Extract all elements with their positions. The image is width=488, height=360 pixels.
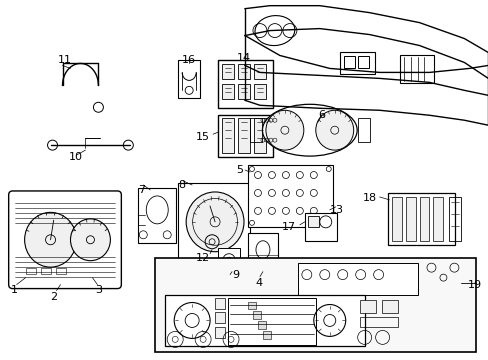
Bar <box>399 55 433 84</box>
FancyBboxPatch shape <box>9 191 121 289</box>
Ellipse shape <box>24 212 76 267</box>
Bar <box>359 318 397 328</box>
Ellipse shape <box>262 104 356 156</box>
Bar <box>178 183 249 263</box>
Text: 14: 14 <box>237 54 251 63</box>
Ellipse shape <box>70 219 110 261</box>
Bar <box>304 213 336 241</box>
Text: 6: 6 <box>317 110 324 120</box>
Text: 17: 17 <box>281 222 295 232</box>
Bar <box>218 248 240 273</box>
Text: 16: 16 <box>182 55 196 66</box>
Bar <box>253 64 265 80</box>
Bar <box>165 294 364 346</box>
Text: 2: 2 <box>50 292 58 302</box>
Bar <box>222 84 234 99</box>
Bar <box>359 300 375 314</box>
Bar <box>249 118 262 142</box>
Text: 3: 3 <box>95 285 102 294</box>
Bar <box>247 165 332 227</box>
Bar <box>253 84 265 99</box>
Text: 5: 5 <box>236 165 243 175</box>
Bar <box>138 188 176 243</box>
Bar <box>178 60 200 98</box>
Bar <box>263 332 270 339</box>
Bar <box>432 197 443 241</box>
Text: 1: 1 <box>11 285 18 294</box>
Bar <box>343 57 354 68</box>
Text: 7: 7 <box>138 185 145 195</box>
Bar <box>405 197 415 241</box>
Bar <box>222 118 234 153</box>
Bar <box>218 60 272 108</box>
Text: 11: 11 <box>58 55 71 66</box>
Bar <box>227 298 315 345</box>
Bar <box>357 57 368 68</box>
Bar <box>215 312 224 323</box>
Bar <box>218 115 272 157</box>
Bar <box>387 193 454 245</box>
Text: 13: 13 <box>329 205 343 215</box>
Ellipse shape <box>186 192 244 252</box>
Text: 8: 8 <box>178 180 185 190</box>
Bar <box>297 263 417 294</box>
Text: 19: 19 <box>467 280 481 289</box>
Bar <box>56 268 65 274</box>
Bar <box>215 298 224 309</box>
Bar <box>247 233 277 271</box>
Bar <box>238 84 249 99</box>
Bar <box>258 321 265 329</box>
Text: 12: 12 <box>196 253 210 263</box>
Ellipse shape <box>315 110 353 150</box>
Bar <box>41 268 50 274</box>
Bar <box>391 197 401 241</box>
Bar <box>25 268 36 274</box>
Text: 15: 15 <box>196 132 210 142</box>
Bar <box>252 311 261 319</box>
Bar <box>247 302 255 310</box>
Bar <box>381 300 397 314</box>
Bar <box>222 64 234 80</box>
Bar <box>357 118 369 142</box>
Bar <box>155 258 475 352</box>
Bar <box>238 118 249 153</box>
Bar <box>307 216 318 227</box>
Bar <box>253 118 265 153</box>
Text: 18: 18 <box>362 193 376 203</box>
Bar <box>238 64 249 80</box>
Text: 4: 4 <box>254 278 262 288</box>
Bar <box>215 328 224 338</box>
Text: 9: 9 <box>232 270 239 280</box>
Ellipse shape <box>265 110 303 150</box>
Bar <box>339 53 374 75</box>
Bar <box>419 197 428 241</box>
Bar <box>448 197 461 241</box>
Text: 10: 10 <box>68 152 82 162</box>
